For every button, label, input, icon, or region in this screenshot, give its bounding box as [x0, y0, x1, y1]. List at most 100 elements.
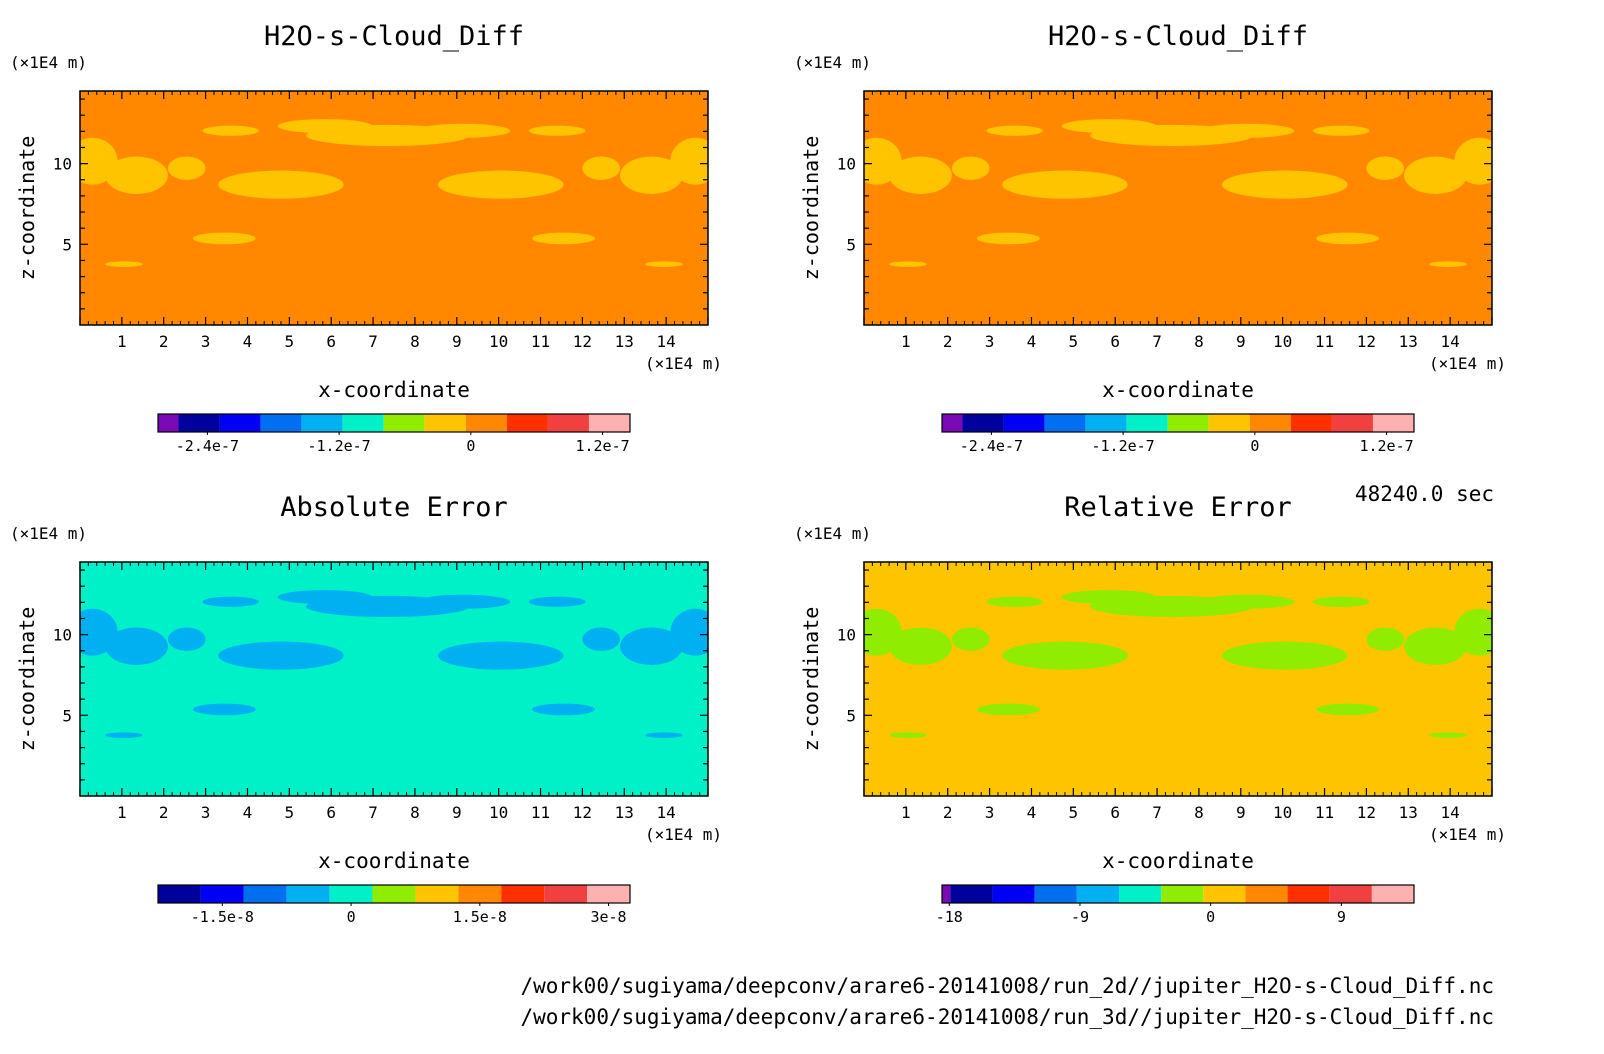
colorbar-swatch — [950, 885, 993, 903]
x-tick-label: 11 — [1315, 332, 1334, 351]
colorbar-tick-label: 9 — [1337, 908, 1346, 926]
y-tick-label: 10 — [837, 155, 856, 174]
field-contour-region — [437, 641, 564, 670]
plot-frame — [863, 561, 1493, 797]
field-contour-region — [620, 627, 683, 665]
x-tick-label: 3 — [985, 803, 995, 822]
colorbar-swatch — [158, 885, 201, 903]
colorbar-swatch — [1167, 414, 1209, 432]
field-contour-region — [532, 703, 595, 716]
x-tick-label: 1 — [117, 332, 127, 351]
field-contour-region — [105, 261, 143, 267]
x-tick-label: 12 — [1357, 803, 1376, 822]
x-axis-label: x-coordinate — [1102, 849, 1254, 873]
x-axis-label: x-coordinate — [1102, 378, 1254, 402]
field-contour-region — [582, 156, 621, 180]
field-contour-region — [1404, 156, 1467, 194]
colorbar-swatch — [1003, 414, 1045, 432]
colorbar-swatch — [342, 414, 384, 432]
colorbar-tick-label: -2.4e-7 — [960, 437, 1023, 455]
chart-panel-1: H2O-s-Cloud_Diff(×1E4 m)1 2 3 4 5 6 7 8 9 10 11 12 1… — [10, 21, 722, 455]
x-tick-label: 10 — [1273, 803, 1292, 822]
field-contour-region — [889, 156, 952, 194]
x-tick-label: 7 — [368, 332, 378, 351]
x-tick-label: 8 — [1194, 803, 1204, 822]
x-tick-label: 2 — [943, 803, 953, 822]
field-contour-region — [167, 627, 206, 651]
colorbar-swatch — [465, 414, 507, 432]
x-tick-label: 13 — [615, 332, 634, 351]
x-tick-label: 11 — [531, 803, 550, 822]
x-tick-label: 9 — [452, 803, 462, 822]
field-contour-region — [1313, 596, 1370, 607]
x-tick-label: 3 — [201, 803, 211, 822]
x-tick-label: 1 — [901, 803, 911, 822]
x-tick-label: 14 — [657, 332, 676, 351]
y-tick-label: 10 — [837, 626, 856, 645]
field-contour-region — [1366, 627, 1405, 651]
file-path-2d: /work00/sugiyama/deepconv/arare6-2014100… — [520, 974, 1494, 998]
field-contour-region — [1454, 608, 1492, 656]
colorbar-swatch — [1290, 414, 1332, 432]
y-axis-label: z-coordinate — [15, 136, 39, 281]
x-tick-label: 14 — [1441, 803, 1460, 822]
field-contour-region — [218, 170, 344, 199]
y-unit-label: (×1E4 m) — [10, 53, 87, 72]
x-tick-label: 5 — [1069, 332, 1079, 351]
colorbar-tick-label: 1.2e-7 — [1359, 437, 1413, 455]
field-contour-region — [1316, 232, 1379, 245]
y-tick-label: 10 — [53, 155, 72, 174]
time-label: 48240.0 sec — [1354, 482, 1494, 506]
y-tick-label: 5 — [62, 706, 72, 725]
colorbar-swatch — [588, 414, 630, 432]
colorbar-swatch — [544, 885, 588, 903]
chart-title: Absolute Error — [280, 492, 508, 523]
field-contour-region — [202, 596, 259, 607]
colorbar-swatch — [1203, 885, 1246, 903]
colorbar-swatch — [587, 885, 630, 903]
colorbar-swatch — [1287, 885, 1330, 903]
colorbar-tick-label: 0 — [1250, 437, 1259, 455]
colorbar-swatch — [1161, 885, 1204, 903]
field-contour-region — [620, 156, 683, 194]
y-unit-label: (×1E4 m) — [794, 524, 871, 543]
y-tick-label: 5 — [846, 706, 856, 725]
colorbar-tick-label: 1.2e-7 — [575, 437, 629, 455]
colorbar-swatch — [962, 414, 1004, 432]
x-unit-label: (×1E4 m) — [645, 825, 722, 844]
x-tick-label: 12 — [573, 803, 592, 822]
field-contour-region — [532, 232, 595, 245]
field-contour-region — [1316, 703, 1379, 716]
colorbar-swatch — [1044, 414, 1086, 432]
x-tick-label: 5 — [1069, 803, 1079, 822]
field-contour-region — [1454, 137, 1492, 185]
x-tick-label: 8 — [1194, 332, 1204, 351]
x-tick-label: 11 — [1315, 803, 1334, 822]
colorbar-swatch — [1119, 885, 1162, 903]
colorbar-swatch — [1085, 414, 1127, 432]
x-tick-label: 13 — [1399, 332, 1418, 351]
x-tick-label: 10 — [489, 332, 508, 351]
field-contour-region — [1221, 641, 1348, 670]
field-contour-region — [415, 594, 511, 609]
colorbar-tick-label: 0 — [1206, 908, 1215, 926]
x-tick-label: 14 — [657, 803, 676, 822]
x-tick-label: 13 — [615, 803, 634, 822]
chart-panel-4: Relative Error(×1E4 m)1 2 3 4 5 6 7 8 9 10 11 12 13 1… — [794, 492, 1506, 926]
x-tick-label: 14 — [1441, 332, 1460, 351]
field-contour-region — [415, 123, 511, 138]
plot-frame — [863, 90, 1493, 326]
field-contour-region — [977, 232, 1040, 245]
colorbar-tick-label: -2.4e-7 — [176, 437, 239, 455]
x-tick-label: 9 — [452, 332, 462, 351]
field-contour-region — [1429, 261, 1467, 267]
chart-title: Relative Error — [1064, 492, 1292, 523]
chart-title: H2O-s-Cloud_Diff — [1048, 21, 1308, 52]
field-contour-region — [529, 596, 586, 607]
colorbar-frame — [157, 413, 631, 433]
x-tick-label: 8 — [410, 332, 420, 351]
chart-title: H2O-s-Cloud_Diff — [264, 21, 524, 52]
colorbar-swatch — [260, 414, 302, 432]
colorbar-swatch — [1331, 414, 1373, 432]
field-contour-region — [167, 156, 206, 180]
